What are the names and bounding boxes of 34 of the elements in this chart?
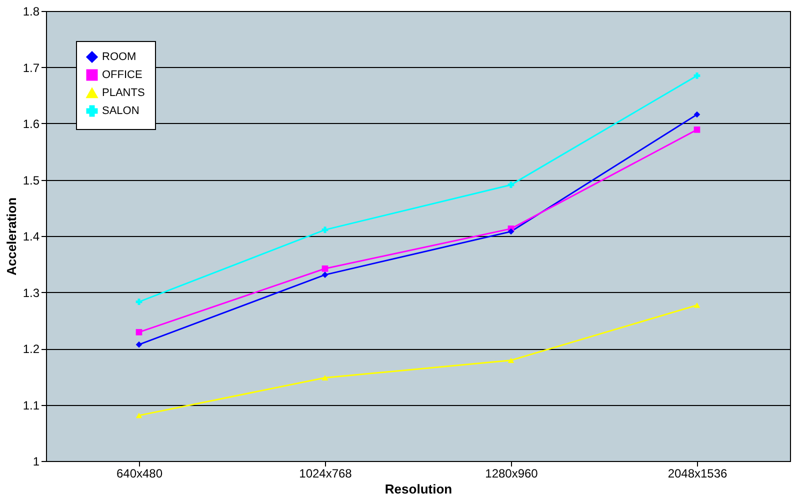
point	[136, 341, 142, 348]
y-axis-title: Acceleration	[4, 197, 19, 276]
legend-label: PLANTS	[102, 87, 145, 99]
point	[322, 265, 328, 272]
y-tick-label: 1.3	[22, 286, 40, 300]
y-tick-label: 1	[32, 454, 40, 468]
point	[136, 329, 142, 336]
point	[508, 182, 514, 188]
point	[694, 126, 700, 133]
y-tick-label: 1.1	[22, 398, 40, 412]
x-tick-label: 1024x768	[299, 466, 352, 480]
point	[508, 228, 514, 235]
point	[508, 358, 514, 364]
y-tick-label: 1.4	[22, 230, 40, 244]
point	[322, 375, 328, 380]
point	[136, 298, 142, 305]
legend-label: ROOM	[102, 51, 136, 63]
legend-label: OFFICE	[102, 69, 142, 81]
x-tick-label: 640x480	[116, 466, 163, 480]
point	[694, 111, 700, 118]
legend-label: SALON	[102, 105, 140, 117]
point	[322, 226, 328, 233]
x-tick-label: 2048x1536	[668, 466, 728, 480]
y-tick-label: 1.2	[22, 342, 40, 356]
point	[136, 412, 142, 418]
x-axis-title: Resolution	[384, 482, 452, 496]
point	[694, 72, 700, 79]
y-tick-label: 1.8	[22, 4, 40, 18]
x-tick-label: 1280x960	[485, 466, 538, 480]
point	[694, 302, 700, 308]
y-tick-label: 1.7	[22, 60, 40, 75]
y-tick-label: 1.5	[22, 173, 40, 188]
point	[322, 272, 328, 278]
y-tick-label: 1.6	[22, 117, 40, 131]
